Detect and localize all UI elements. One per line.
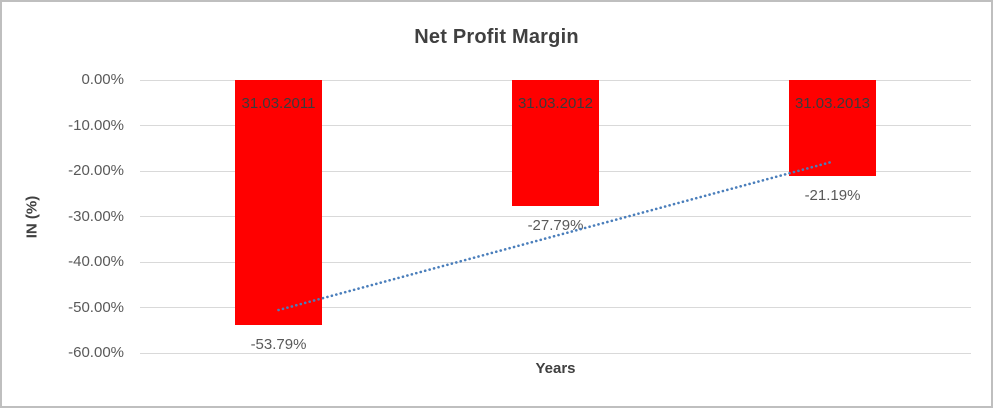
y-axis-tick-label: -30.00% [68,207,124,225]
y-axis-tick-label: -10.00% [68,116,124,134]
bar-data-label: -27.79% [527,217,584,235]
y-axis-tick-label: 0.00% [81,71,124,88]
y-axis-tick-label: -60.00% [68,344,124,361]
bar-category-label: 31.03.2013 [794,95,871,112]
gridline [140,352,971,354]
y-axis-title-text: IN (%) [23,195,41,239]
bar-31.03.2013 [789,80,876,177]
y-axis-tick-label: -40.00% [68,253,124,270]
x-axis-title: Years [535,360,576,377]
chart-title: Net Profit Margin [414,26,579,48]
bar-data-label: -53.79% [250,335,307,353]
bar-category-label: 31.03.2011 [241,95,316,112]
bar-31.03.2011 [235,80,322,325]
y-axis-tick-label: -20.00% [68,162,124,179]
bar-data-label: -21.19% [804,187,861,205]
y-axis-tick-label: -50.00% [68,298,124,316]
bar-category-label: 31.03.2012 [517,95,594,112]
